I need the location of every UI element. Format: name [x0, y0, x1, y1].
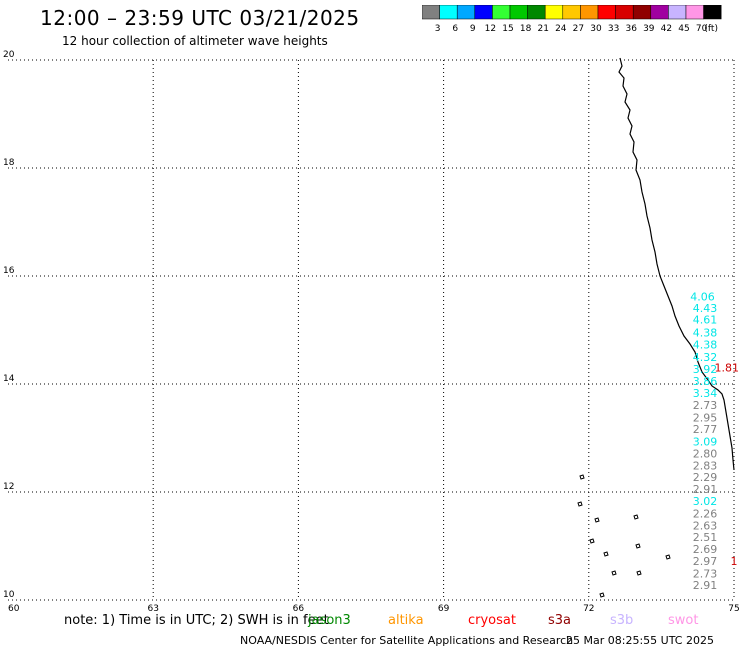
legend-label: 12	[485, 24, 496, 34]
satellite-legend-cryosat: cryosat	[468, 613, 516, 628]
island	[665, 554, 671, 560]
y-tick-label: 14	[3, 374, 15, 384]
wave-height-label: 2.69	[693, 543, 718, 556]
x-tick-label: 60	[8, 604, 20, 614]
wave-height-label: 2.51	[693, 531, 718, 544]
legend-label: 42	[661, 24, 672, 34]
wave-height-label: 2.91	[693, 579, 718, 592]
legend-label: 15	[502, 24, 513, 34]
legend-label: 18	[520, 24, 532, 34]
wave-height-label: 1	[731, 555, 738, 568]
wave-height-label: 3.02	[693, 495, 718, 508]
coastline	[618, 57, 735, 471]
satellite-legend-swot: swot	[668, 613, 699, 628]
wave-height-label: 3.86	[693, 375, 718, 388]
footer-timestamp: 25 Mar 08:25:55 UTC 2025	[566, 634, 714, 647]
legend-label: 30	[590, 24, 602, 34]
y-tick-label: 12	[3, 482, 14, 492]
island	[577, 501, 583, 507]
wave-height-label: 2.91	[693, 483, 718, 496]
wave-height-label: 2.80	[693, 447, 718, 460]
legend-label: 21	[537, 24, 548, 34]
legend-label: 36	[625, 24, 637, 34]
legend-label: 70	[696, 24, 708, 34]
island	[599, 592, 605, 598]
wave-height-label: 3.92	[693, 363, 718, 376]
island	[579, 474, 585, 480]
page-subtitle: 12 hour collection of altimeter wave hei…	[62, 34, 328, 48]
wave-height-label: 2.63	[693, 519, 718, 532]
wave-height-label: 2.73	[693, 399, 718, 412]
legend-label: 33	[608, 24, 619, 34]
wave-height-label: 4.61	[693, 314, 718, 327]
legend-label: 27	[573, 24, 584, 34]
x-tick-label: 75	[728, 604, 739, 614]
y-tick-label: 18	[3, 158, 15, 168]
legend-label: 6	[452, 24, 458, 34]
wave-height-label: 2.73	[693, 567, 718, 580]
satellite-legend-s3b: s3b	[610, 613, 634, 628]
wave-height-label: 1.81	[714, 362, 739, 375]
satellite-legend-altika: altika	[388, 613, 424, 628]
x-tick-label: 72	[583, 604, 594, 614]
wave-height-label: 4.38	[693, 326, 718, 339]
wave-height-label: 2.95	[693, 411, 718, 424]
wave-height-label: 4.32	[693, 351, 718, 364]
legend-label: 9	[470, 24, 476, 34]
legend-label: 24	[555, 24, 567, 34]
legend-label: 45	[678, 24, 689, 34]
wave-height-label: 2.77	[693, 423, 718, 436]
island	[611, 570, 617, 576]
footer-credit: NOAA/NESDIS Center for Satellite Applica…	[240, 634, 574, 647]
page-title: 12:00 – 23:59 UTC 03/21/2025	[40, 6, 360, 30]
y-tick-label: 10	[3, 590, 15, 600]
island	[635, 543, 641, 549]
y-tick-label: 16	[3, 266, 15, 276]
island	[594, 517, 600, 523]
island	[603, 551, 609, 557]
footer-note: note: 1) Time is in UTC; 2) SWH is in fe…	[64, 613, 329, 628]
legend-unit: (ft)	[704, 24, 718, 34]
legend-swatch	[703, 5, 722, 20]
satellite-legend-s3a: s3a	[548, 613, 572, 628]
legend-label: 3	[435, 24, 441, 34]
island	[589, 538, 595, 544]
x-tick-label: 69	[438, 604, 450, 614]
island	[636, 570, 642, 576]
wave-height-label: 4.38	[693, 338, 718, 351]
color-legend: 3 6 9 12 15 18 21 24 27 30 33 36 39 42 45 70(ft)	[422, 5, 722, 34]
wave-height-label: 2.97	[693, 555, 718, 568]
island	[633, 514, 639, 520]
x-tick-label: 66	[293, 604, 305, 614]
y-tick-label: 20	[3, 50, 15, 60]
wave-height-label: 4.06	[690, 290, 715, 303]
x-tick-label: 63	[147, 604, 158, 614]
legend-label: 39	[643, 24, 655, 34]
wave-height-label: 3.09	[693, 436, 718, 449]
wave-height-label: 4.43	[693, 302, 718, 315]
wave-height-label: 2.29	[693, 471, 718, 484]
satellite-legend-jason3: jason3	[308, 613, 351, 628]
wave-height-label: 2.26	[693, 507, 718, 520]
wave-height-label: 3.34	[693, 387, 718, 400]
wave-height-label: 2.83	[693, 459, 718, 472]
